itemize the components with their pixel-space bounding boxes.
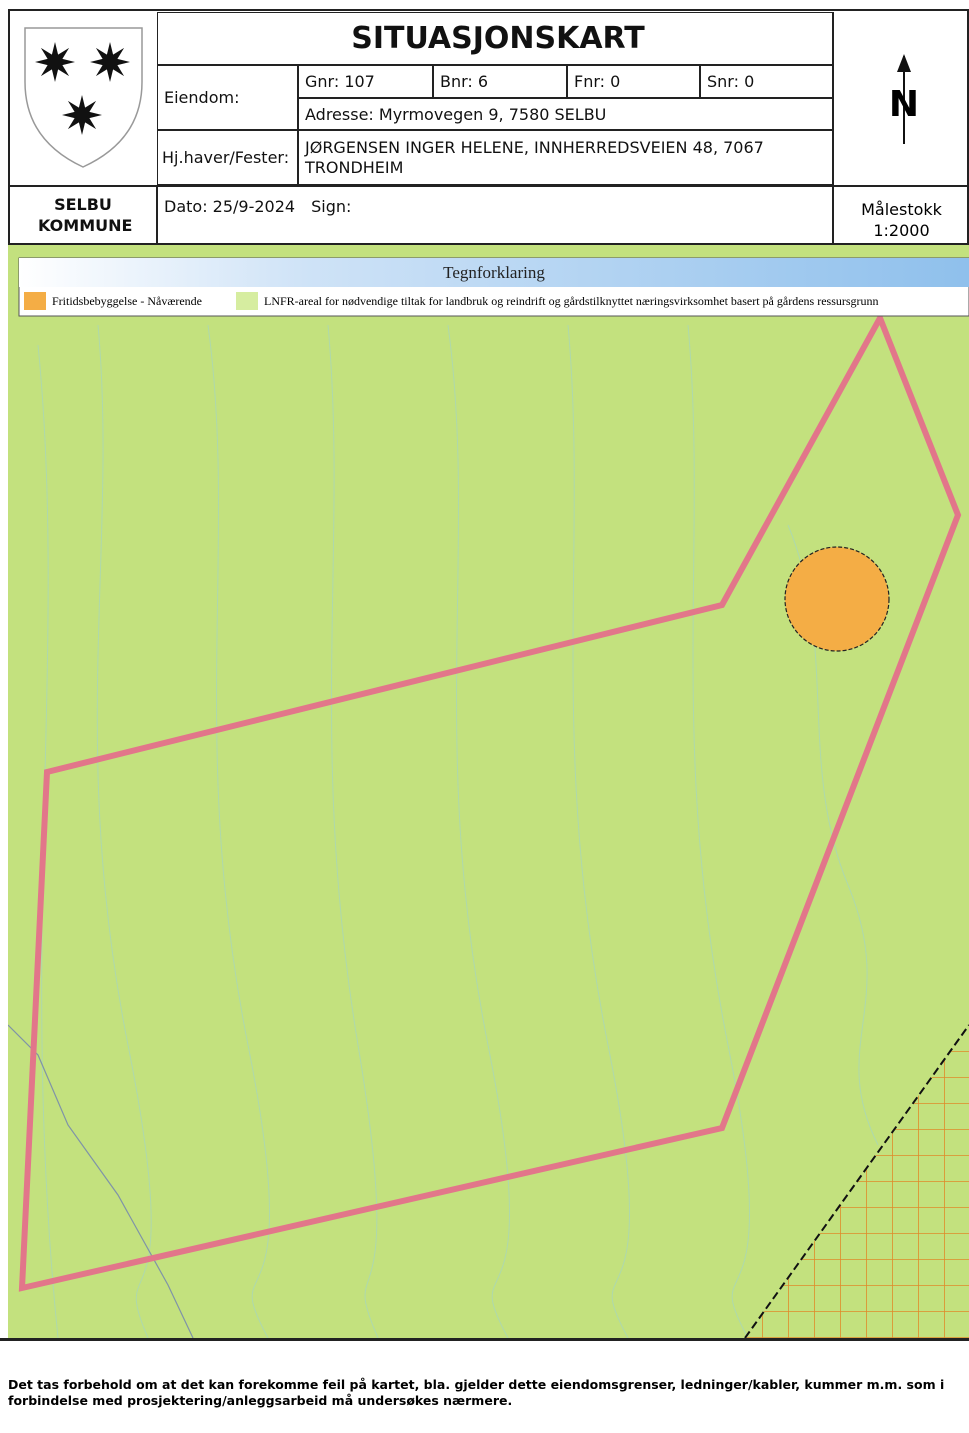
owner: JØRGENSEN INGER HELENE, INNHERREDSVEIEN … [298,130,833,185]
page: SELBU KOMMUNE SITUASJONSKART Eiendom: Gn… [0,0,969,1433]
legend-item: Fritidsbebyggelse - Nåværende [52,294,202,309]
north-label: N [884,84,924,125]
snr: Snr: 0 [700,65,833,98]
sign: Sign: [311,197,351,216]
north-box: N [833,12,969,185]
municipality: SELBU KOMMUNE [10,185,157,243]
scale: 1:2000 [834,220,969,241]
municipality-text: SELBU KOMMUNE [38,194,128,236]
gnr: Gnr: 107 [298,65,433,98]
scale-label: Målestokk [834,199,969,220]
logo [10,12,156,184]
owner-label: Hj.haver/Fester: [157,130,298,185]
date-sign: Dato: 25/9-2024 Sign: [157,185,833,243]
date: Dato: 25/9-2024 [164,197,295,216]
property-label: Eiendom: [157,65,298,130]
address: Adresse: Myrmovegen 9, 7580 SELBU [298,98,833,130]
fnr: Fnr: 0 [567,65,700,98]
legend-title: Tegnforklaring [19,263,969,283]
map [8,245,969,1338]
legend-item: LNFR-areal for nødvendige tiltak for lan… [264,294,969,309]
title: SITUASJONSKART [157,12,833,65]
disclaimer: Det tas forbehold om at det kan forekomm… [0,1338,969,1433]
bnr: Bnr: 6 [433,65,567,98]
